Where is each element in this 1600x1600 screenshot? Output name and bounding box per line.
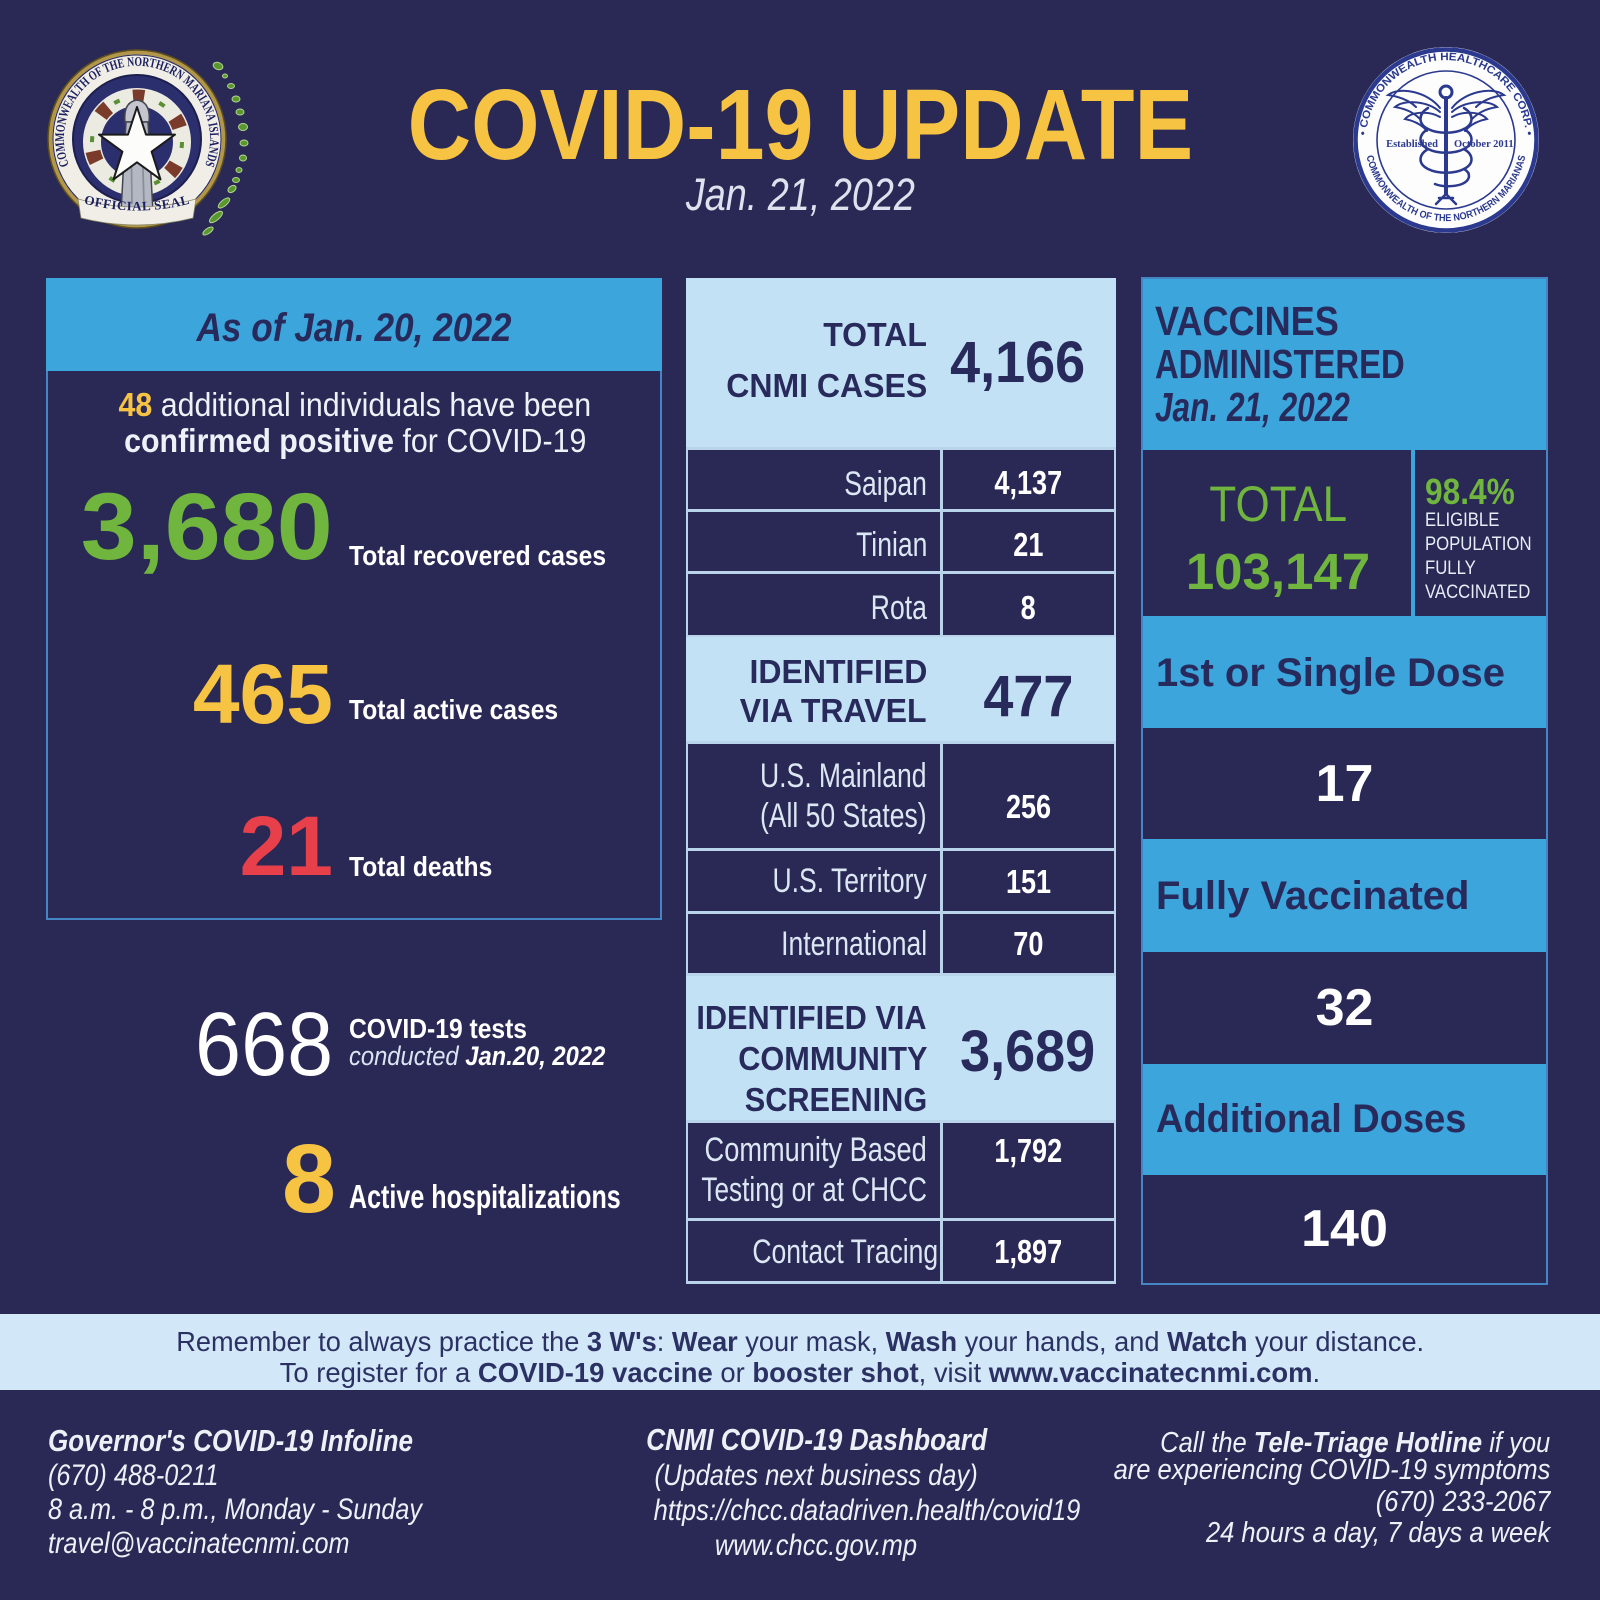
svg-text:OFFICIAL SEAL: OFFICIAL SEAL — [83, 192, 191, 214]
svg-text:October 2011: October 2011 — [1454, 139, 1514, 150]
svg-text:Established: Established — [1386, 139, 1438, 150]
